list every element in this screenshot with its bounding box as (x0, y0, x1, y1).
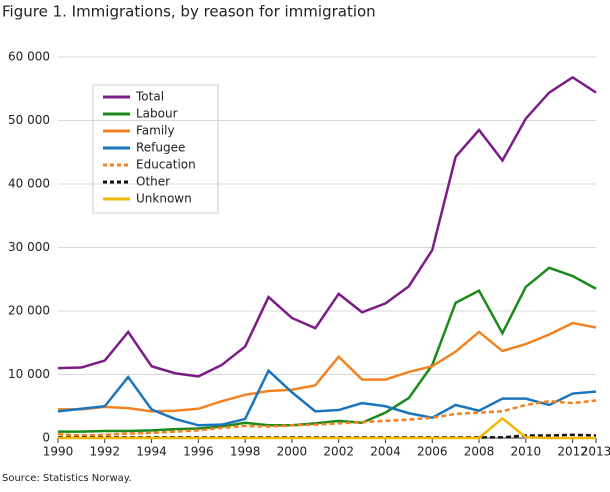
y-tick-label: 50 000 (8, 113, 50, 127)
legend-label: Total (135, 90, 164, 104)
legend-label: Family (136, 124, 175, 138)
x-tick-label: 2008 (464, 445, 495, 459)
x-tick-label: 1998 (230, 445, 261, 459)
y-tick-label: 20 000 (8, 304, 50, 318)
y-tick-label: 0 (42, 431, 50, 445)
series-line (57, 368, 597, 427)
x-tick-label: 2004 (370, 445, 401, 459)
chart-title: Figure 1. Immigrations, by reason for im… (2, 3, 376, 21)
series-line (58, 266, 597, 433)
legend-label: Other (136, 175, 170, 189)
source: Source: Statistics Norway. (2, 473, 131, 484)
x-tick-label: 1996 (183, 445, 214, 459)
y-tick-label: 40 000 (8, 177, 50, 191)
series-line (58, 416, 596, 440)
x-tick-label: 2000 (277, 445, 308, 459)
x-tick-label: 2002 (323, 445, 354, 459)
x-tick-label: 2010 (511, 445, 542, 459)
y-tick-label: 60 000 (8, 50, 50, 64)
x-tick-label: 1994 (136, 445, 167, 459)
x-tick-label: 2006 (417, 445, 448, 459)
legend-label: Unknown (136, 192, 192, 206)
series-line (57, 75, 597, 378)
x-tick-label: 1992 (90, 445, 121, 459)
series-line (58, 321, 597, 413)
y-tick-label: 30 000 (8, 240, 50, 254)
legend-label: Labour (136, 107, 178, 121)
y-tick-label: 10 000 (8, 367, 50, 381)
x-tick-label: 2013 (581, 445, 610, 459)
series-line (57, 399, 597, 437)
legend-label: Education (136, 158, 196, 172)
x-tick-label: 2012 (557, 445, 588, 459)
x-tick-label: 1990 (43, 445, 74, 459)
legend-label: Refugee (136, 141, 185, 155)
